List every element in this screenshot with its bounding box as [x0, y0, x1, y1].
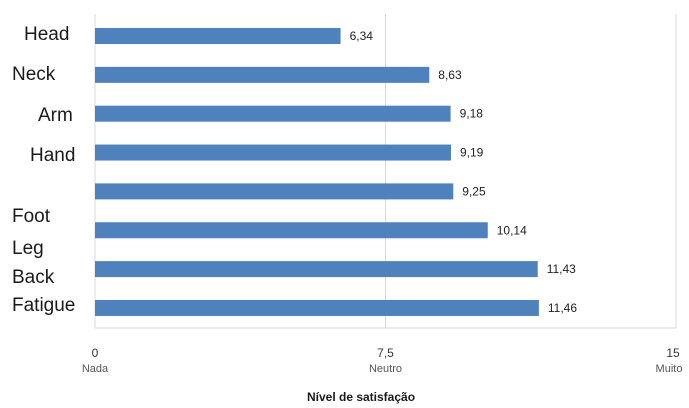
bar-7	[95, 299, 539, 316]
bar-value-label-7: 11,46	[548, 301, 577, 315]
x-tick-label-2: 15	[666, 346, 680, 360]
grid-lines	[94, 14, 677, 329]
x-tick-label-0: 0	[92, 346, 99, 360]
category-label-0: Head	[24, 24, 69, 45]
x-axis-title: Nível de satisfação	[307, 390, 415, 404]
bar-1	[95, 66, 430, 83]
x-tick-word-1: Neutro	[369, 363, 402, 375]
bar-value-label-1: 8,63	[438, 68, 462, 82]
x-tick-word-0: Nada	[82, 363, 109, 375]
bar-3	[95, 144, 451, 161]
bar-2	[95, 105, 451, 122]
x-tick-word-2: Muito	[656, 363, 683, 375]
bar-value-label-6: 11,43	[547, 262, 576, 276]
category-label-5: Foot	[12, 206, 51, 227]
bar-4	[95, 183, 454, 200]
category-label-7: Back	[12, 267, 55, 288]
bar-value-label-4: 9,25	[462, 184, 486, 198]
x-tick-label-1: 7,5	[377, 346, 394, 360]
bar-value-label-2: 9,18	[460, 107, 484, 121]
category-label-6: Leg	[12, 238, 44, 259]
bars: 6,34 8,63 9,18 9,19 9,25 10,14 11,43 11,46	[95, 28, 577, 316]
category-label-8: Fatigue	[12, 295, 75, 316]
bar-5	[95, 222, 488, 239]
category-label-2: Arm	[38, 105, 73, 126]
category-label-1: Neck	[12, 64, 56, 85]
category-labels: Head Neck Arm Hand Foot Leg Back Fatigue	[12, 24, 75, 316]
x-axis-ticks: 0 Nada 7,5 Neutro 15 Muito	[82, 346, 683, 375]
bar-6	[95, 261, 538, 278]
bar-value-label-3: 9,19	[460, 146, 484, 160]
bar-value-label-0: 6,34	[350, 29, 374, 43]
bar-0	[95, 28, 341, 44]
category-label-3: Hand	[30, 145, 75, 166]
bar-value-label-5: 10,14	[497, 223, 527, 237]
